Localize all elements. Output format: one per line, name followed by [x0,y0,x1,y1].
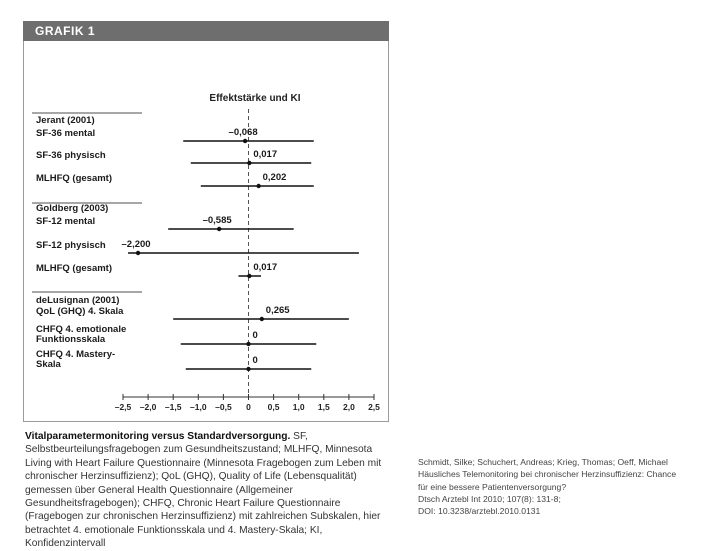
effect-value-label: 0 [253,330,258,341]
citation-title-line-1: Häusliches Telemonitoring bei chronische… [418,469,677,480]
effect-value-label: 0 [253,355,258,366]
effect-value-label: 0,265 [266,305,290,316]
x-tick-label: 0,5 [268,402,280,412]
study-label: deLusignan (2001) [36,295,119,306]
effect-point [246,341,251,347]
forest-plot-panel: Effektstärke und KI Jerant (2001) SF-36 me… [23,41,389,422]
outcome-label: MLHFQ (gesamt) [36,173,112,184]
study-label: Goldberg (2003) [36,203,108,214]
effect-value-label: 0,017 [253,149,277,160]
column-title: Effektstärke und KI [209,93,300,104]
x-tick-label: 2,5 [368,402,380,412]
citation-title-line-2: für eine bessere Patientenversorgung? [418,481,567,492]
x-tick-label: 2,0 [343,402,355,412]
effect-point [216,226,222,232]
outcome-label: CHFQ 4. Mastery- [36,349,115,360]
caption-body: SF, Selbstbeurteilungsfragebogen zum Ges… [25,431,382,550]
figure-header: GRAFIK 1 [23,21,389,41]
outcome-label: Funktionsskala [36,334,106,345]
x-tick-label: –0,5 [215,402,232,412]
figure-header-label: GRAFIK 1 [35,24,96,38]
figure: GRAFIK 1 Effektstärke und KI Jerant (2001… [23,21,389,549]
citation-journal: Dtsch Arztebl Int 2010; 107(8): 131-8; [418,493,561,504]
effect-point [246,366,251,372]
citation-authors: Schmidt, Silke; Schuchert, Andreas; Krie… [418,457,668,467]
x-tick-label: –1,5 [165,402,182,412]
figure-caption: Vitalparametermonitoring versus Standard… [25,430,389,551]
effect-point [256,183,261,189]
citation-doi: DOI: 10.3238/arztebl.2010.0131 [418,506,541,517]
outcome-label: SF-12 physisch [36,240,106,251]
effect-point [247,160,252,166]
outcome-label: SF-36 mental [36,128,95,139]
effect-point [135,250,141,256]
effect-value-label: 0,202 [263,172,287,183]
outcome-label: MLHFQ (gesamt) [36,263,112,274]
x-tick-label: 1,0 [293,402,305,412]
effect-point [259,316,265,322]
study-label: Jerant (2001) [36,115,95,126]
x-tick-label: 1,5 [318,402,330,412]
effect-value-label: 0,017 [253,262,277,273]
outcome-label: SF-36 physisch [36,150,106,161]
effect-value-label: –0,068 [229,127,258,138]
caption-title: Vitalparametermonitoring versus Standard… [25,431,291,442]
citation: Schmidt, Silke; Schuchert, Andreas; Krie… [418,456,708,517]
outcome-label: SF-12 mental [36,216,95,227]
effect-value-label: –2,200 [122,239,151,250]
effect-point [247,273,252,279]
forest-plot: Effektstärke und KI Jerant (2001) SF-36 me… [32,93,380,412]
x-tick-label: –2,5 [115,402,132,412]
outcome-label: QoL (GHQ) 4. Skala [36,306,124,317]
effect-value-label: –0,585 [203,215,233,226]
x-tick-label: –1,0 [190,402,207,412]
x-tick-label: –2,0 [140,402,157,412]
outcome-label: CHFQ 4. emotionale [36,324,126,335]
x-tick-label: 0 [246,402,251,412]
effect-point [242,138,248,144]
outcome-label: Skala [36,359,62,370]
